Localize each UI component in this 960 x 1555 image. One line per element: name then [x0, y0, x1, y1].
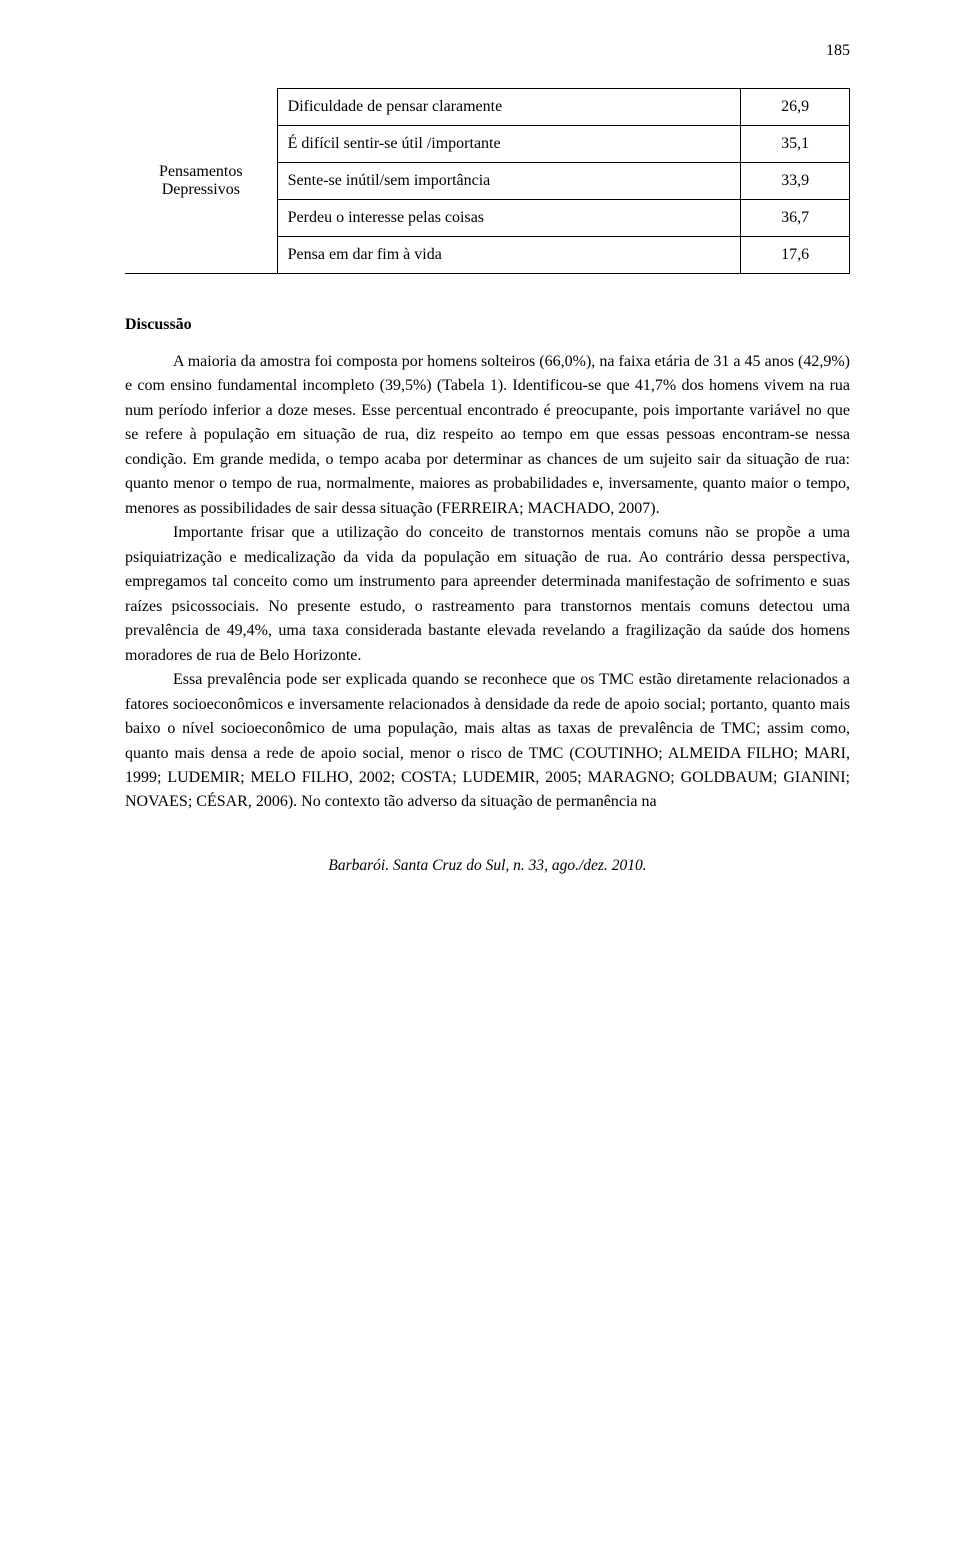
table-cell-val: 35,1 [741, 126, 850, 163]
table-group-label: Pensamentos Depressivos [125, 89, 277, 274]
group-label-line1: Pensamentos [159, 163, 243, 180]
table-row: Pensamentos Depressivos Dificuldade de p… [125, 89, 850, 126]
body-paragraph: Essa prevalência pode ser explicada quan… [125, 668, 850, 815]
table-cell-desc: É difícil sentir-se útil /importante [277, 126, 741, 163]
data-table: Pensamentos Depressivos Dificuldade de p… [125, 88, 850, 274]
table-cell-val: 36,7 [741, 200, 850, 237]
table-cell-val: 26,9 [741, 89, 850, 126]
page-footer: Barbarói. Santa Cruz do Sul, n. 33, ago.… [125, 857, 850, 875]
table-cell-val: 17,6 [741, 237, 850, 274]
table-cell-val: 33,9 [741, 163, 850, 200]
section-heading: Discussão [125, 316, 850, 334]
table-cell-desc: Perdeu o interesse pelas coisas [277, 200, 741, 237]
table-cell-desc: Sente-se inútil/sem importância [277, 163, 741, 200]
page-number: 185 [826, 42, 850, 60]
table-cell-desc: Pensa em dar fim à vida [277, 237, 741, 274]
body-paragraph: Importante frisar que a utilização do co… [125, 521, 850, 668]
body-paragraph: A maioria da amostra foi composta por ho… [125, 350, 850, 521]
table-cell-desc: Dificuldade de pensar claramente [277, 89, 741, 126]
group-label-line2: Depressivos [162, 181, 240, 198]
